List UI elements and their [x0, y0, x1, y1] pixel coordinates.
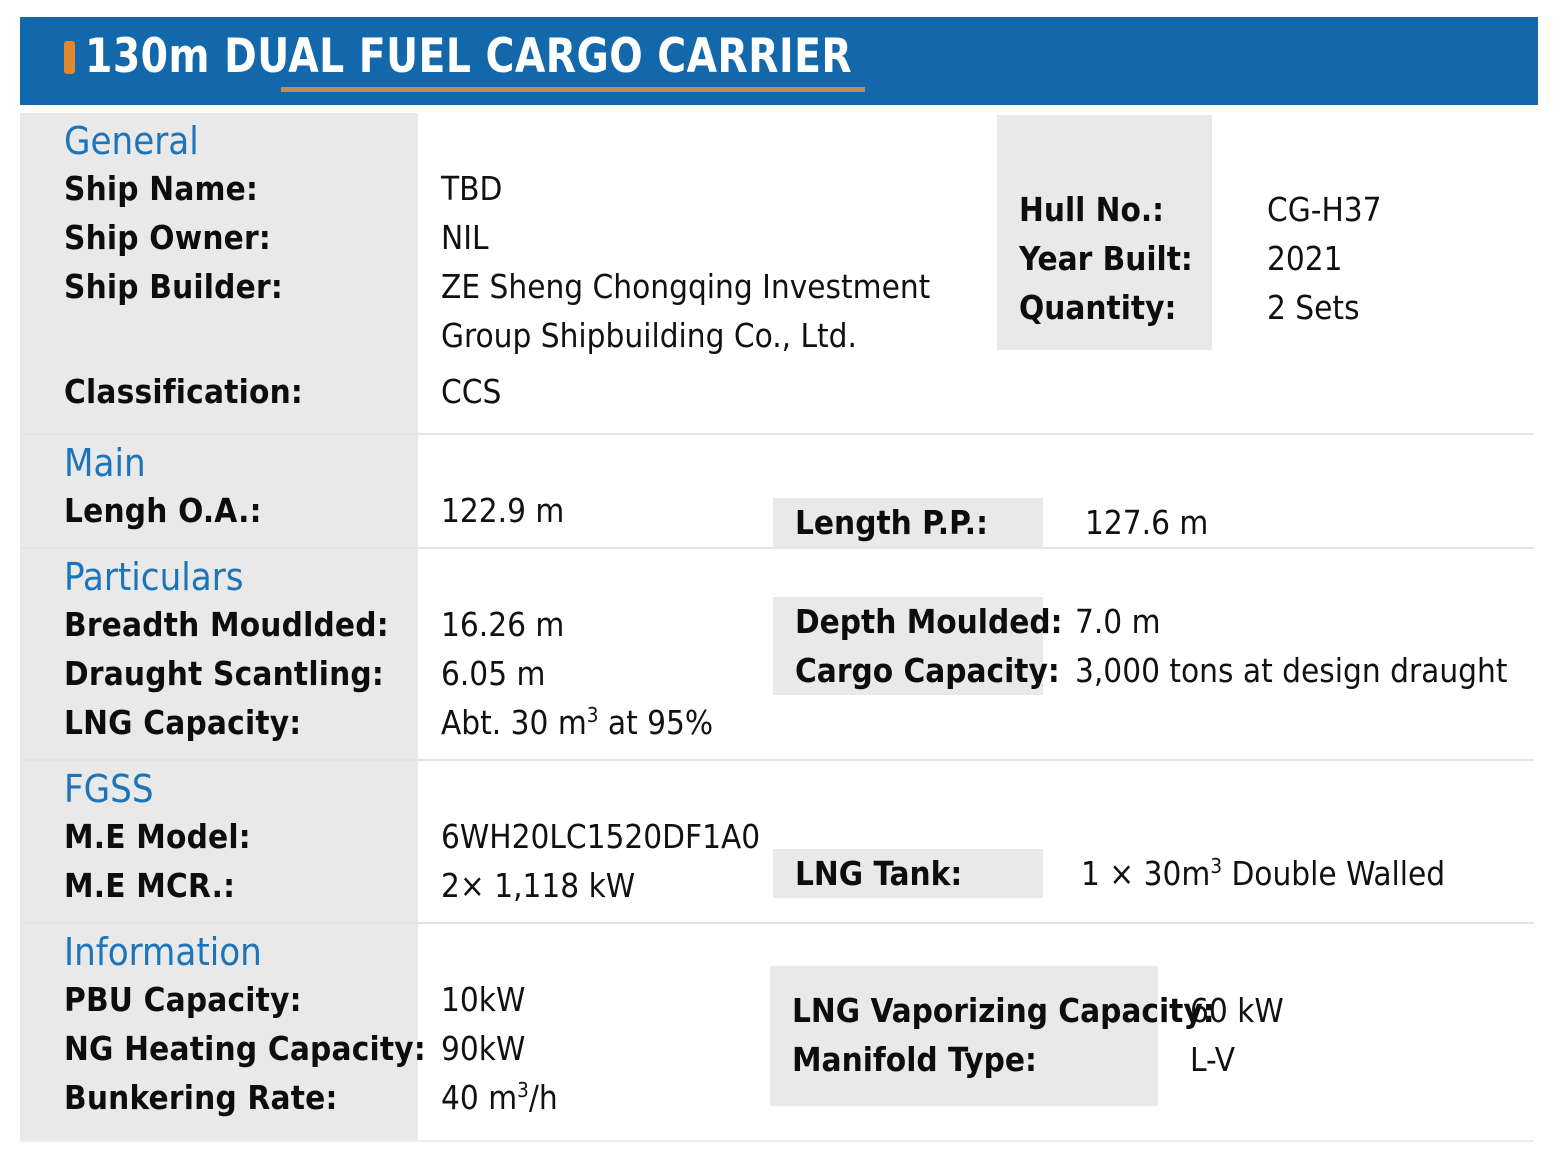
row-label: Draught Scantling: — [64, 654, 384, 693]
label-gutter — [20, 924, 418, 1140]
right-value-column: 7.0 m 3,000 tons at design draught — [1043, 597, 1507, 695]
section-heading-particulars: Particulars — [64, 555, 244, 599]
row-label: Manifold Type: — [792, 1040, 1037, 1079]
row-label: Bunkering Rate: — [64, 1078, 338, 1117]
section-main: Main Lengh O.A.: 122.9 m Length P.P.: 12… — [20, 435, 1534, 549]
spec-row: M.E Model: 6WH20LC1520DF1A0 — [20, 812, 1534, 861]
row-value: L-V — [1190, 1040, 1236, 1079]
spec-row: NG Heating Capacity: 90kW — [20, 1024, 1534, 1073]
spec-row: Classification: CCS — [20, 360, 1534, 423]
row-value: 6WH20LC1520DF1A0 — [441, 817, 761, 856]
row-value: Abt. 30 m3 at 95% — [441, 703, 714, 742]
row-label: M.E Model: — [64, 817, 251, 856]
title-banner-content: 130m DUAL FUEL CARGO CARRIER — [64, 29, 910, 92]
page-title: 130m DUAL FUEL CARGO CARRIER — [85, 29, 853, 84]
row-label: LNG Vaporizing Capacity: — [792, 991, 1215, 1030]
row-label: Quantity: — [1019, 288, 1177, 327]
row-label: Ship Owner: — [64, 218, 271, 257]
right-value-column: 1 × 30m3 Double Walled — [1043, 849, 1445, 898]
row-label: LNG Tank: — [795, 854, 963, 893]
row-label: Hull No.: — [1019, 190, 1165, 229]
spec-row: LNG Capacity: Abt. 30 m3 at 95% — [20, 698, 1534, 747]
row-value: 122.9 m — [441, 491, 565, 530]
row-label: Lengh O.A.: — [64, 491, 262, 530]
row-value: 7.0 m — [1075, 602, 1161, 641]
row-value: CG-H37 — [1267, 190, 1382, 229]
right-value-column: 127.6 m — [1043, 498, 1208, 547]
section-information: Information PBU Capacity: 10kW NG Heatin… — [20, 924, 1534, 1142]
right-label-box: LNG Tank: — [773, 849, 1043, 898]
row-label: Depth Moulded: — [795, 602, 1063, 641]
right-value-column: CG-H37 2021 2 Sets — [1212, 115, 1382, 332]
row-value: 40 m3/h — [441, 1078, 558, 1117]
row-label: Ship Name: — [64, 169, 259, 208]
row-value: 2× 1,118 kW — [441, 866, 636, 905]
row-label: PBU Capacity: — [64, 980, 302, 1019]
row-label: Cargo Capacity: — [795, 651, 1060, 690]
row-label: M.E MCR.: — [64, 866, 236, 905]
spec-row: Ship Name: TBD — [20, 164, 1534, 213]
spec-row: Draught Scantling: 6.05 m — [20, 649, 1534, 698]
section-rows-general: Ship Name: TBD Ship Owner: NIL Ship Buil… — [20, 164, 1534, 423]
row-value: CCS — [441, 372, 502, 411]
row-value: 6.05 m — [441, 654, 546, 693]
row-label: Ship Builder: — [64, 267, 283, 306]
section-particulars: Particulars Breadth Moudlded: 16.26 m Dr… — [20, 549, 1534, 761]
information-right-block: LNG Vaporizing Capacity: Manifold Type: … — [770, 966, 1284, 1106]
row-label: LNG Capacity: — [64, 703, 302, 742]
row-value: 2 Sets — [1267, 288, 1360, 327]
section-rows-fgss: M.E Model: 6WH20LC1520DF1A0 M.E MCR.: 2×… — [20, 812, 1534, 910]
general-right-block: Hull No.: Year Built: Quantity: CG-H37 2… — [997, 115, 1382, 350]
label-gutter — [20, 761, 418, 922]
row-value: 3,000 tons at design draught — [1075, 651, 1508, 690]
row-value: 60 kW — [1190, 991, 1284, 1030]
spec-row: Lengh O.A.: 122.9 m — [20, 486, 1534, 535]
row-value: 1 × 30m3 Double Walled — [1081, 854, 1446, 893]
row-value: TBD — [441, 169, 503, 208]
section-rows-particulars: Breadth Moudlded: 16.26 m Draught Scantl… — [20, 600, 1534, 747]
section-heading-information: Information — [64, 930, 262, 974]
right-label-box: Hull No.: Year Built: Quantity: — [997, 115, 1212, 350]
title-underline — [281, 87, 865, 92]
right-label-box: LNG Vaporizing Capacity: Manifold Type: — [770, 966, 1215, 1106]
row-label: NG Heating Capacity: — [64, 1029, 426, 1068]
right-label-box: Length P.P.: — [773, 498, 1043, 547]
section-general: General Ship Name: TBD Ship Owner: NIL S… — [20, 113, 1534, 435]
section-rows-main: Lengh O.A.: 122.9 m — [20, 486, 1534, 535]
spec-row: PBU Capacity: 10kW — [20, 975, 1534, 1024]
row-label: Length P.P.: — [795, 503, 988, 542]
main-right-block: Length P.P.: 127.6 m — [773, 498, 1208, 547]
particulars-right-block: Depth Moulded: Cargo Capacity: 7.0 m 3,0… — [773, 597, 1507, 695]
spec-row: Breadth Moudlded: 16.26 m — [20, 600, 1534, 649]
row-label: Year Built: — [1019, 239, 1193, 278]
row-value: 90kW — [441, 1029, 526, 1068]
label-gutter — [20, 435, 418, 547]
spec-row: M.E MCR.: 2× 1,118 kW — [20, 861, 1534, 910]
fgss-right-block: LNG Tank: 1 × 30m3 Double Walled — [773, 849, 1445, 898]
row-value: 16.26 m — [441, 605, 565, 644]
section-heading-general: General — [64, 119, 199, 163]
section-heading-fgss: FGSS — [64, 767, 154, 811]
section-fgss: FGSS M.E Model: 6WH20LC1520DF1A0 M.E MCR… — [20, 761, 1534, 924]
row-value: 10kW — [441, 980, 526, 1019]
spec-row: Ship Owner: NIL — [20, 213, 1534, 262]
label-gutter — [20, 113, 418, 433]
accent-tick-icon — [64, 41, 75, 74]
spec-table: General Ship Name: TBD Ship Owner: NIL S… — [20, 113, 1534, 1142]
row-label: Breadth Moudlded: — [64, 605, 389, 644]
right-label-box: Depth Moulded: Cargo Capacity: — [773, 597, 1063, 695]
spec-row: Ship Builder: ZE Sheng Chongqing Investm… — [20, 262, 1534, 360]
title-banner: 130m DUAL FUEL CARGO CARRIER — [20, 17, 1538, 105]
row-value: 127.6 m — [1085, 503, 1209, 542]
label-gutter — [20, 549, 418, 759]
row-value: ZE Sheng Chongqing Investment Group Ship… — [441, 267, 931, 355]
title-wrapper: 130m DUAL FUEL CARGO CARRIER — [85, 29, 910, 92]
spec-row: Bunkering Rate: 40 m3/h — [20, 1073, 1534, 1122]
row-value: NIL — [441, 218, 489, 257]
row-label: Classification: — [64, 372, 303, 411]
section-rows-information: PBU Capacity: 10kW NG Heating Capacity: … — [20, 975, 1534, 1122]
section-heading-main: Main — [64, 441, 146, 485]
right-value-column: 60 kW L-V — [1158, 966, 1284, 1084]
row-value: 2021 — [1267, 239, 1343, 278]
